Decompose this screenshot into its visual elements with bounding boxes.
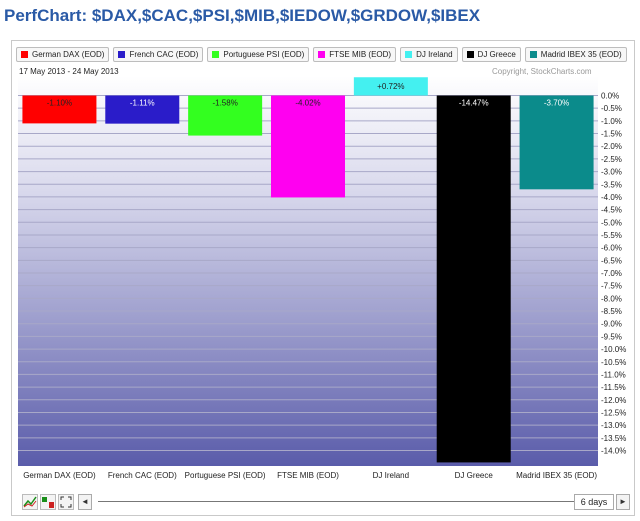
fullscreen-icon[interactable] — [58, 494, 74, 510]
bar[interactable] — [188, 95, 263, 136]
bar[interactable] — [436, 95, 511, 463]
legend-swatch — [318, 51, 326, 58]
y-tick-label: -6.5% — [601, 256, 622, 265]
line-chart-icon[interactable] — [22, 494, 38, 510]
y-tick-label: -11.5% — [601, 383, 626, 392]
x-axis: German DAX (EOD) French CAC (EOD) Portugue… — [23, 471, 597, 480]
page-title: PerfChart: $DAX,$CAC,$PSI,$MIB,$IEDOW,$G… — [4, 6, 481, 25]
y-tick-label: -4.5% — [601, 206, 622, 215]
y-tick-label: -9.0% — [601, 320, 622, 329]
bar[interactable] — [271, 95, 345, 198]
legend-label: Madrid IBEX 35 (EOD) — [540, 50, 622, 59]
y-tick-label: 0.0% — [601, 92, 619, 101]
legend-swatch — [466, 51, 474, 58]
legend-swatch — [21, 51, 28, 58]
date-range: 17 May 2013 - 24 May 2013 — [19, 67, 119, 76]
legend-item[interactable]: Madrid IBEX 35 (EOD) — [524, 47, 627, 62]
bars — [22, 77, 594, 463]
x-tick-label: French CAC (EOD) — [108, 471, 177, 480]
y-tick-label: -1.0% — [601, 117, 622, 126]
copyright-notice: Copyright, StockCharts.com — [492, 67, 592, 76]
y-tick-label: -13.0% — [601, 421, 626, 430]
scroll-track[interactable] — [98, 501, 588, 502]
y-tick-label: -8.0% — [601, 294, 622, 303]
y-tick-label: -12.0% — [601, 396, 626, 405]
y-tick-label: -4.0% — [601, 193, 622, 202]
bar[interactable] — [353, 77, 428, 96]
legend-item[interactable]: Portuguese PSI (EOD) — [207, 47, 310, 62]
legend-label: FTSE MIB (EOD) — [329, 50, 392, 59]
y-axis: 0.0% -0.5% -1.0% -1.5% -2.0% -2.5% -3.0% -3.5% -… — [601, 92, 626, 456]
y-tick-label: -12.5% — [601, 408, 626, 417]
legend-label: DJ Ireland — [416, 50, 453, 59]
y-tick-label: -9.5% — [601, 332, 622, 341]
y-tick-label: -13.5% — [601, 434, 626, 443]
bottom-toolbar: ◄ 6 days ► — [18, 492, 632, 512]
x-tick-label: Madrid IBEX 35 (EOD) — [516, 471, 597, 480]
period-selector[interactable]: 6 days — [574, 494, 614, 510]
y-tick-label: -6.0% — [601, 244, 622, 253]
y-tick-label: -10.5% — [601, 358, 626, 367]
scroll-left-button[interactable]: ◄ — [78, 494, 92, 510]
y-tick-label: -10.0% — [601, 345, 626, 354]
legend-item[interactable]: FTSE MIB (EOD) — [313, 47, 397, 62]
bar-value-label: -1.58% — [212, 99, 237, 108]
legend-swatch — [529, 51, 537, 58]
y-tick-label: -7.0% — [601, 269, 622, 278]
y-tick-label: -7.5% — [601, 282, 622, 291]
bar-value-label: -1.11% — [130, 99, 155, 108]
bar[interactable] — [22, 95, 97, 124]
bar-value-label: -3.70% — [544, 99, 569, 108]
bar-labels: -1.10% -1.11% -1.58% -4.02% +0.72% -14.47% -3.… — [47, 82, 570, 107]
scroll-right-button[interactable]: ► — [616, 494, 630, 510]
bar-value-label: -1.10% — [47, 99, 72, 108]
legend-item[interactable]: DJ Greece — [461, 47, 521, 62]
x-tick-label: FTSE MIB (EOD) — [277, 471, 339, 480]
y-tick-label: -3.5% — [601, 180, 622, 189]
y-tick-label: -1.5% — [601, 130, 622, 139]
bar-value-label: -4.02% — [295, 99, 320, 108]
legend-item[interactable]: DJ Ireland — [400, 47, 458, 62]
y-tick-label: -11.0% — [601, 370, 626, 379]
y-tick-label: -5.0% — [601, 218, 622, 227]
legend-item[interactable]: French CAC (EOD) — [113, 47, 204, 62]
legend-label: Portuguese PSI (EOD) — [223, 50, 305, 59]
y-tick-label: -3.0% — [601, 168, 622, 177]
y-tick-label: -5.5% — [601, 231, 622, 240]
x-tick-label: Portuguese PSI (EOD) — [185, 471, 266, 480]
y-tick-label: -8.5% — [601, 307, 622, 316]
bar[interactable] — [519, 95, 594, 190]
y-tick-label: -14.0% — [601, 447, 626, 456]
x-tick-label: DJ Greece — [455, 471, 494, 480]
legend: German DAX (EOD) French CAC (EOD) Portugue… — [16, 47, 627, 64]
bar-value-label: -14.47% — [459, 99, 489, 108]
bar-value-label: +0.72% — [377, 82, 404, 91]
y-tick-label: -2.5% — [601, 155, 622, 164]
x-tick-label: German DAX (EOD) — [23, 471, 96, 480]
legend-label: German DAX (EOD) — [32, 50, 105, 59]
bar-chart-icon[interactable] — [40, 494, 56, 510]
x-tick-label: DJ Ireland — [373, 471, 409, 480]
y-tick-label: -2.0% — [601, 142, 622, 151]
legend-swatch — [212, 51, 220, 58]
y-tick-label: -0.5% — [601, 104, 622, 113]
legend-label: French CAC (EOD) — [129, 50, 199, 59]
legend-swatch — [118, 51, 126, 58]
bar[interactable] — [105, 95, 180, 124]
legend-swatch — [405, 51, 413, 58]
legend-label: DJ Greece — [477, 50, 516, 59]
legend-item[interactable]: German DAX (EOD) — [16, 47, 110, 62]
